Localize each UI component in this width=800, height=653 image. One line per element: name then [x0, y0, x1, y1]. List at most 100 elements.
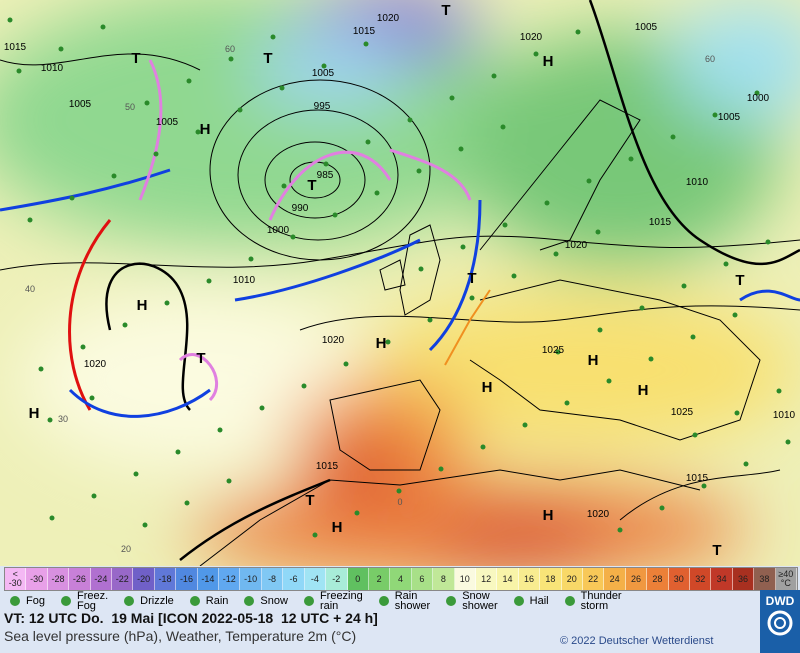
scale-cell: -18: [154, 568, 177, 590]
weather-symbol: [332, 212, 338, 218]
weather-symbol: [396, 488, 402, 494]
weather-symbol: [427, 317, 433, 323]
scale-cell: 14: [497, 568, 519, 590]
weather-symbol: [100, 24, 106, 30]
scale-cell: -24: [90, 568, 113, 590]
isobar-label: 1000: [747, 93, 770, 104]
isobar-label: 1010: [773, 410, 796, 421]
isobar-label: 1010: [233, 275, 256, 286]
weather-symbol: [184, 500, 190, 506]
pressure-center: T: [467, 270, 476, 287]
isobar-label: 995: [314, 101, 331, 112]
pressure-center: H: [482, 379, 493, 396]
logo-text: DWD: [765, 594, 795, 608]
weather-symbol: [418, 266, 424, 272]
isobar-label: 1020: [520, 32, 543, 43]
weather-legend-item: Snow shower: [440, 590, 498, 612]
cold-front: [0, 168, 800, 418]
scale-cell: ≥40 °C: [775, 568, 798, 590]
weather-symbol: [480, 444, 486, 450]
weather-legend-item: Thunder storm: [559, 590, 622, 612]
scale-cell: 38: [754, 568, 776, 590]
isobar-label: 1010: [686, 177, 709, 188]
scale-cell: 22: [582, 568, 605, 590]
isobar-label: 985: [317, 170, 334, 181]
weather-symbol: [142, 522, 148, 528]
weather-symbol: [586, 178, 592, 184]
weather-symbol: [259, 405, 265, 411]
copyright: © 2022 Deutscher Wetterdienst: [560, 635, 714, 647]
scale-cell: -22: [112, 568, 134, 590]
scale-cell: 16: [518, 568, 541, 590]
isobar-label: 990: [292, 203, 309, 214]
weather-symbol: [321, 63, 327, 69]
isobar-label: 1015: [4, 42, 27, 53]
scale-cell: 6: [411, 568, 434, 590]
scale-cell: 36: [732, 568, 755, 590]
weather-symbol: [734, 410, 740, 416]
grid-label: 30: [58, 414, 68, 424]
scale-cell: -26: [69, 568, 91, 590]
weather-symbol: [659, 505, 665, 511]
weather-symbol: [49, 515, 55, 521]
logo-swirl: [767, 610, 793, 636]
weather-symbol: [270, 34, 276, 40]
weather-symbol: [7, 17, 13, 23]
weather-symbol: [248, 256, 254, 262]
weather-symbol: [458, 146, 464, 152]
weather-symbol: [323, 161, 329, 167]
weather-symbol: [743, 461, 749, 467]
pressure-center: T: [305, 492, 314, 509]
weather-symbol: [312, 532, 318, 538]
weather-map: 1015 1010 1005 1005 995 985 990 1000 1010 1020 102…: [0, 0, 800, 566]
weather-symbol: [628, 156, 634, 162]
isobar-label: 1005: [69, 99, 92, 110]
weather-symbol: [153, 151, 159, 157]
weather-symbol: [343, 361, 349, 367]
pressure-center: H: [332, 519, 343, 536]
weather-symbol: [785, 439, 791, 445]
weather-symbol: [553, 251, 559, 257]
scale-cell: 10: [454, 568, 476, 590]
isobar-label: 1015: [686, 473, 709, 484]
weather-symbol: [533, 51, 539, 57]
pressure-center: H: [29, 405, 40, 422]
weather-symbol: [597, 327, 603, 333]
scale-cell: -2: [326, 568, 348, 590]
weather-symbol: [754, 90, 760, 96]
weather-symbol: [122, 322, 128, 328]
scale-cell: 28: [647, 568, 669, 590]
coastlines: [199, 99, 761, 566]
weather-symbol: [469, 295, 475, 301]
weather-symbol: [606, 378, 612, 384]
weather-symbol: [564, 400, 570, 406]
pressure-center: T: [735, 272, 744, 289]
dwd-logo: DWD: [760, 590, 800, 653]
scale-cell: -8: [261, 568, 284, 590]
pressure-center: T: [131, 50, 140, 67]
scale-cell: -4: [304, 568, 327, 590]
pressure-center: H: [543, 507, 554, 524]
weather-symbol: [16, 68, 22, 74]
weather-symbol: [47, 417, 53, 423]
pressure-center: H: [137, 297, 148, 314]
scale-cell: -28: [47, 568, 70, 590]
weather-symbol: [281, 183, 287, 189]
scale-cell: -30: [26, 568, 48, 590]
weather-symbol: [690, 334, 696, 340]
weather-legend: Fog Freez. Fog Drizzle Rain Snow Freezing rai…: [4, 590, 759, 612]
pressure-center: T: [307, 177, 316, 194]
scale-cell: -14: [197, 568, 220, 590]
weather-symbol: [89, 395, 95, 401]
weather-symbol: [648, 356, 654, 362]
weather-symbol: [491, 73, 497, 79]
scale-cell: -20: [133, 568, 155, 590]
isobar-label: 1005: [635, 22, 658, 33]
weather-symbol: [91, 493, 97, 499]
weather-symbol: [511, 273, 517, 279]
weather-symbol: [732, 312, 738, 318]
isobar-label: 1025: [542, 345, 565, 356]
weather-symbol: [407, 117, 413, 123]
scale-cell: 0: [347, 568, 369, 590]
weather-symbol: [363, 41, 369, 47]
